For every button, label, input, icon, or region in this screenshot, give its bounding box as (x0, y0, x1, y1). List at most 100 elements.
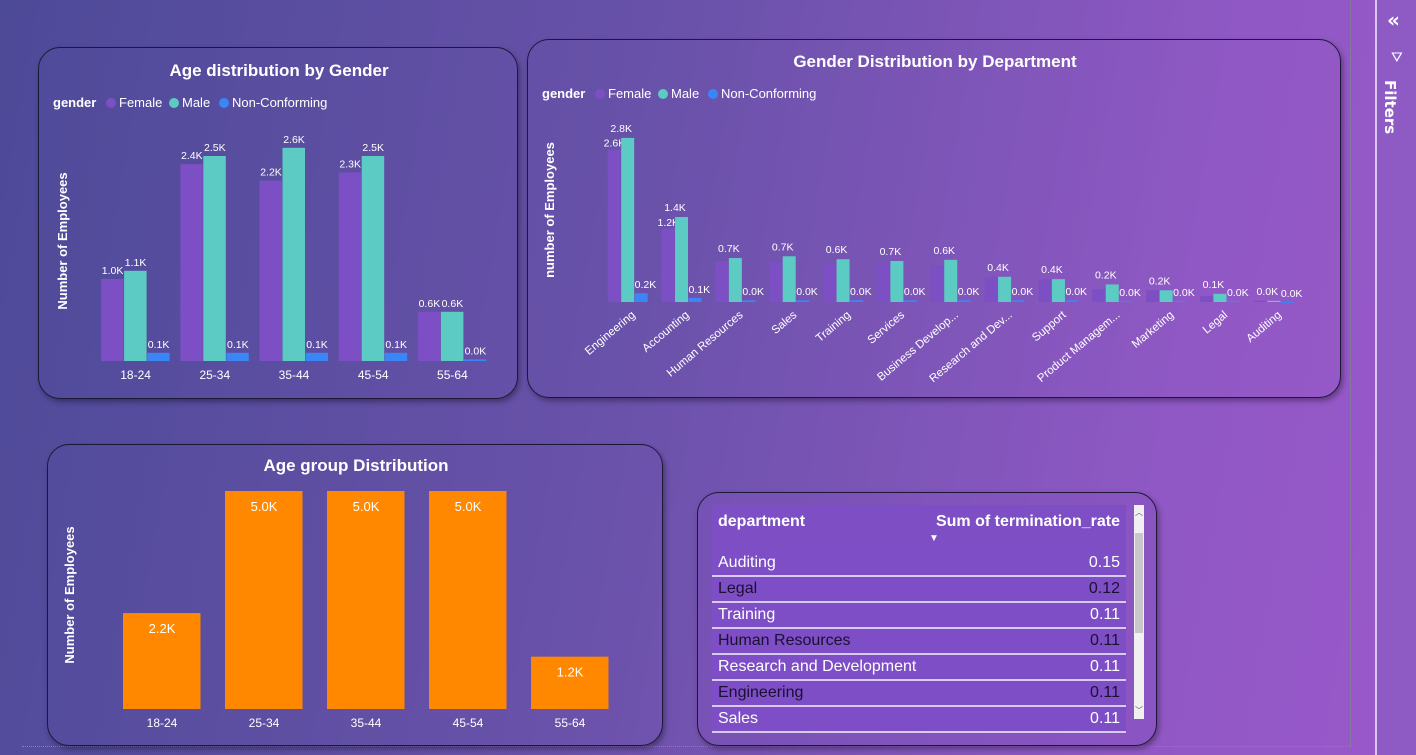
bar (305, 352, 328, 361)
bar (1105, 284, 1119, 302)
bar (361, 156, 385, 361)
table-row[interactable]: Human Resources 0.11 (712, 629, 1126, 655)
bar (463, 359, 487, 361)
table-row[interactable]: Auditing 0.15 (712, 551, 1126, 577)
scroll-down-icon[interactable]: ﹀ (1135, 706, 1143, 715)
bar (147, 352, 170, 361)
bar (607, 149, 621, 302)
bar (282, 147, 305, 361)
bar (124, 270, 147, 361)
data-label: 0.6K (933, 245, 955, 257)
data-label: 0.0K (742, 286, 764, 298)
x-tick-label: Services (866, 309, 908, 347)
termination-rate-cell: 0.11 (1090, 606, 1120, 623)
x-tick-label: Accounting (640, 309, 691, 355)
data-label: 0.1K (227, 339, 249, 351)
data-label: 0.0K (1012, 286, 1034, 298)
data-label: 0.0K (1227, 287, 1249, 299)
data-label: 0.6K (826, 244, 848, 256)
canvas-boundary (1350, 0, 1351, 747)
data-label: 0.0K (1257, 286, 1279, 298)
termination-rate-table[interactable]: department Sum of termination_rate ▼ Aud… (697, 492, 1157, 746)
table-row[interactable]: Legal 0.12 (712, 577, 1126, 603)
bar (1146, 290, 1160, 302)
x-tick-label: 55-64 (555, 716, 586, 730)
table-header: department Sum of termination_rate ▼ (712, 505, 1126, 551)
x-tick-label: Sales (770, 309, 800, 337)
legend-marker-0 (595, 89, 605, 99)
column-header-termination-rate[interactable]: Sum of termination_rate (935, 513, 1120, 530)
data-label: 2.8K (610, 123, 632, 135)
data-label: 0.0K (1281, 288, 1303, 300)
termination-rate-cell: 0.15 (1088, 554, 1120, 571)
bar (1213, 293, 1227, 302)
legend-marker-2 (708, 89, 718, 99)
bar (180, 164, 203, 361)
data-label: 1.0K (102, 265, 124, 277)
x-tick-label: 25-34 (249, 716, 280, 730)
legend-item: Non-Conforming (721, 86, 816, 101)
age-by-gender-chart[interactable]: Age distribution by Gender Number of Empl… (38, 47, 518, 399)
bar (742, 300, 756, 302)
x-tick-label: 35-44 (351, 716, 382, 730)
bar (1253, 300, 1267, 302)
data-label: 1.2K (657, 217, 679, 229)
legend-item: Female (119, 95, 162, 110)
y-axis-label: Number of Employees (62, 526, 77, 663)
termination-rate-cell: 0.11 (1090, 710, 1120, 727)
gender-by-department-chart[interactable]: Gender Distribution by Department number … (527, 39, 1341, 398)
canvas-boundary (22, 746, 1350, 747)
bar (123, 613, 201, 709)
legend-item: Non-Conforming (232, 95, 327, 110)
legend-item: Female (608, 86, 651, 101)
department-cell: Training (718, 606, 776, 623)
data-label: 0.1K (1203, 279, 1225, 291)
data-label: 0.0K (1173, 287, 1195, 299)
chart-title: Age distribution by Gender (169, 61, 389, 80)
data-label: 0.2K (1095, 269, 1117, 281)
department-cell: Legal (718, 580, 758, 597)
scrollbar-thumb[interactable] (1135, 533, 1143, 633)
data-label: 2.6K (283, 134, 305, 146)
legend-item: Male (671, 86, 699, 101)
data-label: 2.5K (362, 142, 384, 154)
bar (1267, 300, 1281, 302)
data-label: 0.0K (1119, 287, 1141, 299)
age-group-distribution-chart[interactable]: Age group Distribution Number of Employee… (47, 444, 663, 746)
table-row[interactable]: Training 0.11 (712, 603, 1126, 629)
filters-pane[interactable]: « ⛛ Filters (1375, 0, 1416, 755)
table-row[interactable]: Sales 0.11 (712, 707, 1126, 733)
bar (944, 259, 958, 302)
bar (782, 256, 796, 302)
sort-descending-icon[interactable]: ▼ (929, 533, 939, 544)
data-label: 0.2K (1149, 275, 1171, 287)
data-label: 0.4K (1041, 264, 1063, 276)
bar (384, 352, 408, 361)
termination-rate-cell: 0.11 (1090, 684, 1120, 701)
bar (440, 311, 464, 361)
table-scrollbar[interactable]: ︿ ﹀ (1134, 505, 1144, 719)
data-label: 1.4K (664, 202, 686, 214)
data-label: 2.6K (604, 138, 626, 150)
bar (903, 300, 917, 302)
column-header-department[interactable]: department (718, 513, 806, 530)
x-tick-label: Marketing (1130, 309, 1176, 351)
bar (1011, 300, 1025, 302)
x-tick-label: 18-24 (147, 716, 178, 730)
data-label: 5.0K (353, 499, 380, 514)
scroll-up-icon[interactable]: ︿ (1135, 508, 1143, 517)
filters-label[interactable]: Filters (1381, 80, 1399, 135)
bar (203, 156, 226, 361)
bar (823, 263, 837, 302)
bar (1159, 290, 1173, 302)
table-row[interactable]: Research and Development 0.11 (712, 655, 1126, 681)
table-row[interactable]: Engineering 0.11 (712, 681, 1126, 707)
bar (1092, 289, 1106, 302)
bar (531, 656, 609, 709)
bar (1038, 279, 1052, 302)
bar (661, 228, 675, 302)
x-tick-label: Auditing (1244, 309, 1284, 345)
legend-marker-2 (219, 98, 229, 108)
double-chevron-left-icon[interactable]: « (1387, 8, 1400, 32)
data-label: 2.5K (204, 142, 226, 154)
